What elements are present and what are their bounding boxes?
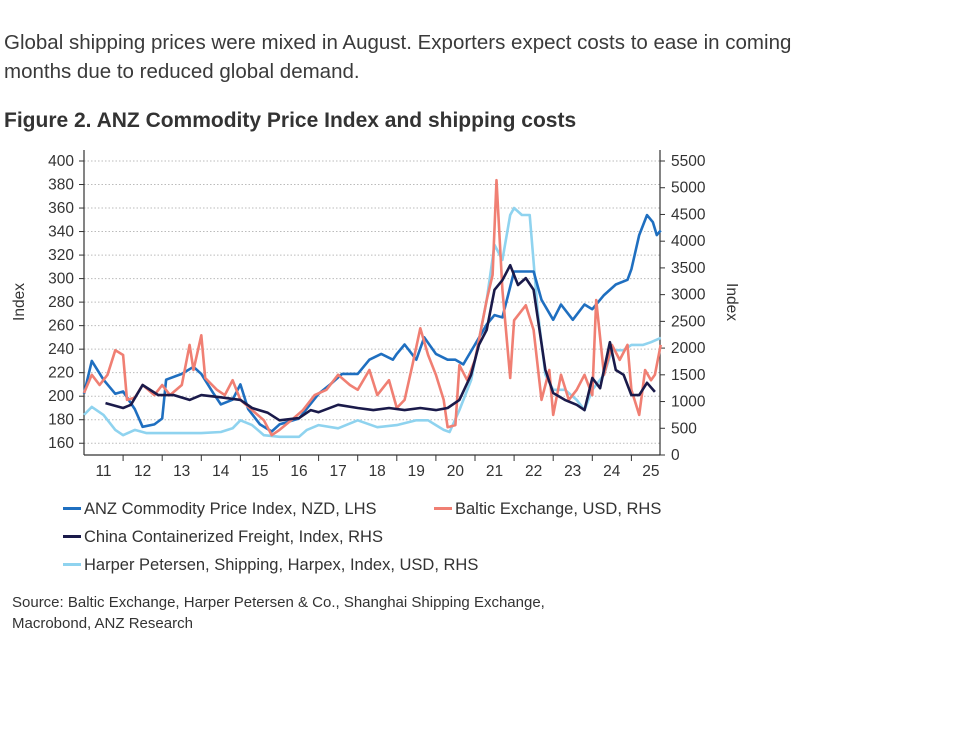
x-tick-label: 17 (329, 463, 346, 480)
left-tick-label: 360 (48, 200, 74, 217)
series-line-0 (82, 213, 662, 433)
legend-label: Harper Petersen, Shipping, Harpex, Index… (84, 556, 479, 574)
chart: 1601802002202402602803003203403603804000… (11, 150, 740, 480)
y-axis-label-right: Index (723, 283, 740, 321)
x-tick-label: 15 (251, 463, 268, 480)
series-lines (82, 178, 662, 439)
left-tick-label: 280 (48, 294, 74, 311)
legend-swatch (434, 507, 452, 511)
x-tick-label: 19 (408, 463, 425, 480)
right-tick-label: 0 (671, 447, 680, 464)
intro-line-2: months due to reduced global demand. (4, 60, 360, 83)
left-tick-label: 220 (48, 365, 74, 382)
left-tick-label: 260 (48, 318, 74, 335)
series-line-2 (105, 263, 656, 422)
left-tick-label: 200 (48, 388, 74, 405)
right-tick-label: 1000 (671, 394, 706, 411)
axes: 1601802002202402602803003203403603804000… (48, 150, 706, 480)
legend-swatch (63, 535, 81, 539)
source-line-2: Macrobond, ANZ Research (12, 615, 193, 632)
right-tick-label: 5000 (671, 180, 706, 197)
right-tick-label: 500 (671, 420, 697, 437)
x-tick-label: 12 (134, 463, 151, 480)
legend-item-harpex: Harper Petersen, Shipping, Harpex, Index… (63, 556, 478, 575)
x-tick-label: 22 (525, 463, 542, 480)
legend-swatch (63, 563, 81, 567)
x-tick-label: 11 (95, 463, 111, 480)
series-line-3 (83, 206, 662, 439)
intro-text: Global shipping prices were mixed in Aug… (4, 28, 791, 86)
right-tick-label: 5500 (671, 153, 706, 170)
left-tick-label: 240 (48, 341, 74, 358)
x-tick-label: 16 (290, 463, 307, 480)
left-tick-label: 400 (48, 153, 74, 170)
right-tick-label: 2000 (671, 340, 706, 357)
right-tick-label: 2500 (671, 313, 706, 330)
legend-label: Baltic Exchange, USD, RHS (455, 500, 662, 518)
source-note: Source: Baltic Exchange, Harper Petersen… (12, 592, 545, 634)
x-tick-label: 14 (212, 463, 230, 480)
right-tick-label: 3500 (671, 260, 706, 277)
right-tick-label: 3000 (671, 287, 706, 304)
gridlines (84, 160, 660, 444)
x-tick-label: 20 (447, 463, 465, 480)
right-tick-label: 4500 (671, 206, 706, 223)
legend-label: ANZ Commodity Price Index, NZD, LHS (84, 500, 377, 518)
y-axis-label-left: Index (11, 283, 28, 321)
right-tick-label: 1500 (671, 367, 706, 384)
legend-item-anz: ANZ Commodity Price Index, NZD, LHS (63, 500, 377, 519)
intro-line-1: Global shipping prices were mixed in Aug… (4, 31, 792, 54)
legend-item-baltic: Baltic Exchange, USD, RHS (434, 500, 661, 519)
figure-title: Figure 2. ANZ Commodity Price Index and … (4, 109, 577, 132)
right-tick-label: 4000 (671, 233, 706, 250)
left-tick-label: 300 (48, 271, 74, 288)
x-tick-label: 24 (603, 463, 621, 480)
x-tick-label: 18 (369, 463, 386, 480)
legend-swatch (63, 507, 81, 511)
legend-item-china: China Containerized Freight, Index, RHS (63, 528, 383, 547)
x-tick-label: 21 (486, 463, 503, 480)
x-tick-label: 23 (564, 463, 581, 480)
x-tick-label: 13 (173, 463, 190, 480)
series-line-1 (82, 178, 662, 437)
left-tick-label: 160 (48, 435, 74, 452)
x-tick-label: 25 (642, 463, 659, 480)
source-line-1: Source: Baltic Exchange, Harper Petersen… (12, 594, 545, 611)
left-tick-label: 340 (48, 224, 74, 241)
left-tick-label: 380 (48, 177, 74, 194)
left-tick-label: 180 (48, 412, 74, 429)
legend-label: China Containerized Freight, Index, RHS (84, 528, 383, 546)
left-tick-label: 320 (48, 247, 74, 264)
